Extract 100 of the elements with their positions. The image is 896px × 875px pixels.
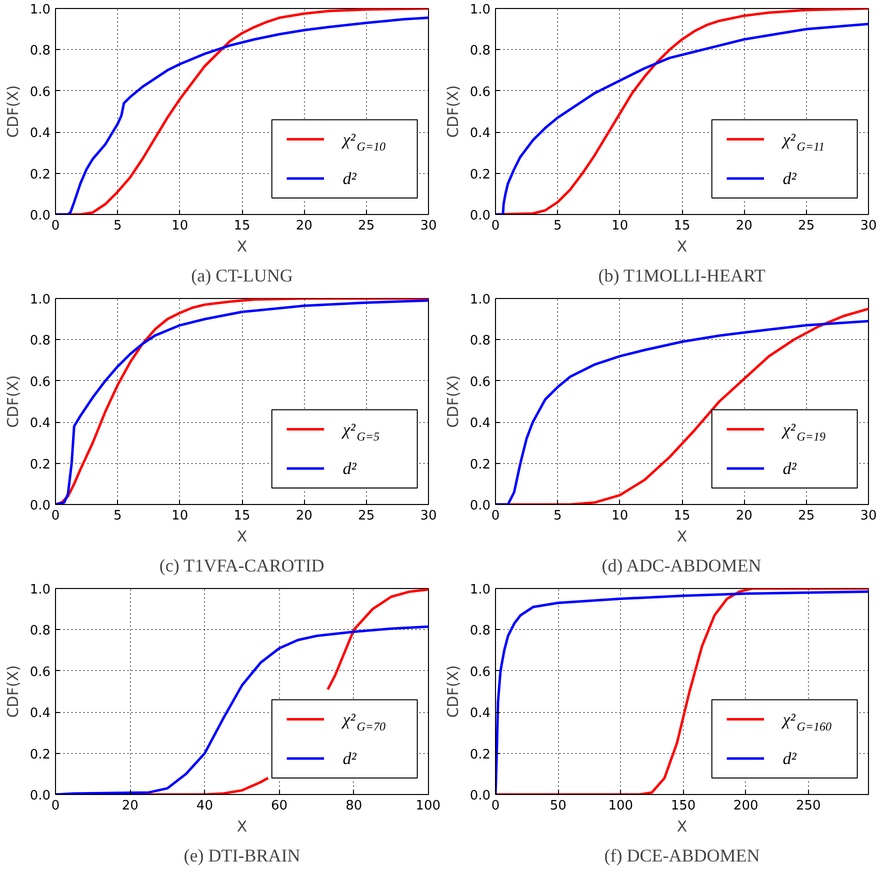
y-tick-label: 0.2 bbox=[30, 457, 51, 472]
y-tick-label: 0.0 bbox=[470, 208, 491, 224]
text: (a) CT-LUNG bbox=[191, 266, 293, 286]
x-tick-label: 5 bbox=[114, 508, 122, 524]
x-tick-label: 20 bbox=[736, 218, 752, 234]
y-tick-label: 0.4 bbox=[30, 126, 51, 142]
y-tick-label: 0.0 bbox=[470, 498, 491, 514]
y-tick-label: 0.0 bbox=[30, 498, 51, 514]
y-tick-label: 1.0 bbox=[470, 292, 491, 308]
x-tick-label: 20 bbox=[296, 218, 312, 234]
x-tick-label: 15 bbox=[674, 508, 690, 524]
x-tick-label: 250 bbox=[796, 798, 821, 814]
x-tick-label: 10 bbox=[172, 218, 188, 234]
x-axis-title: X bbox=[676, 818, 688, 836]
y-tick-label: 1.0 bbox=[470, 582, 491, 598]
y-tick-label: 1.0 bbox=[30, 2, 51, 18]
y-axis-title: CDF(X) bbox=[4, 665, 22, 718]
y-tick-label: 0.4 bbox=[30, 706, 51, 722]
x-axis-title: X bbox=[676, 528, 688, 546]
x-tick-label: 20 bbox=[296, 508, 312, 524]
y-tick-label: 0.2 bbox=[30, 167, 51, 182]
x-axis-title: X bbox=[236, 238, 248, 256]
y-axis-title: CDF(X) bbox=[4, 375, 22, 428]
y-tick-label: 0.8 bbox=[470, 44, 491, 59]
y-tick-label: 0.8 bbox=[30, 334, 51, 349]
x-tick-label: 10 bbox=[172, 508, 188, 524]
y-tick-label: 0.0 bbox=[30, 208, 51, 224]
x-tick-label: 200 bbox=[733, 798, 758, 814]
x-tick-label: 15 bbox=[234, 508, 250, 524]
x-tick-label: 25 bbox=[358, 218, 375, 234]
y-tick-label: 0.0 bbox=[470, 788, 491, 804]
x-tick-label: 10 bbox=[612, 218, 628, 234]
x-axis-title: X bbox=[676, 238, 688, 256]
x-tick-label: 30 bbox=[420, 508, 437, 524]
y-tick-label: 0.4 bbox=[470, 706, 491, 722]
x-tick-label: 5 bbox=[554, 508, 562, 524]
x-tick-label: 25 bbox=[798, 508, 815, 524]
y-tick-label: 0.6 bbox=[470, 84, 491, 100]
y-tick-label: 0.6 bbox=[30, 84, 51, 100]
x-axis-title: X bbox=[236, 528, 248, 546]
y-axis-title: CDF(X) bbox=[444, 375, 462, 428]
y-tick-label: 1.0 bbox=[30, 582, 51, 598]
x-tick-label: 60 bbox=[271, 798, 288, 814]
x-tick-label: 10 bbox=[612, 508, 628, 524]
legend-label: d² bbox=[342, 458, 358, 478]
x-tick-label: 150 bbox=[670, 798, 696, 814]
text: (b) T1MOLLI-HEART bbox=[598, 266, 766, 286]
x-tick-label: 0 bbox=[491, 508, 500, 524]
x-tick-label: 0 bbox=[491, 218, 500, 234]
x-tick-label: 20 bbox=[736, 508, 752, 524]
x-tick-label: 0 bbox=[51, 508, 60, 524]
y-tick-label: 0.6 bbox=[470, 664, 491, 680]
legend-label: d² bbox=[342, 168, 358, 188]
x-tick-label: 100 bbox=[416, 798, 441, 814]
y-tick-label: 0.0 bbox=[30, 788, 51, 804]
y-tick-label: 0.2 bbox=[470, 747, 491, 762]
y-tick-label: 0.2 bbox=[470, 457, 491, 472]
x-tick-label: 100 bbox=[608, 798, 634, 814]
x-tick-label: 15 bbox=[674, 218, 690, 234]
text: (c) T1VFA-CAROTID bbox=[159, 556, 324, 576]
x-tick-label: 40 bbox=[196, 798, 213, 814]
x-tick-label: 5 bbox=[554, 218, 562, 234]
y-tick-label: 0.2 bbox=[30, 747, 51, 762]
x-tick-label: 80 bbox=[346, 798, 362, 814]
legend-label: d² bbox=[782, 458, 798, 478]
y-tick-label: 0.4 bbox=[470, 416, 491, 432]
y-tick-label: 0.2 bbox=[470, 167, 491, 182]
text: (e) DTI-BRAIN bbox=[184, 846, 300, 866]
x-tick-label: 50 bbox=[550, 798, 566, 814]
y-tick-label: 0.6 bbox=[470, 374, 491, 390]
y-tick-label: 1.0 bbox=[30, 292, 51, 308]
x-tick-label: 30 bbox=[860, 508, 877, 524]
y-axis-title: CDF(X) bbox=[4, 85, 22, 138]
y-tick-label: 0.8 bbox=[470, 624, 491, 639]
x-tick-label: 30 bbox=[860, 218, 877, 234]
x-axis-title: X bbox=[236, 818, 248, 836]
x-tick-label: 25 bbox=[798, 218, 815, 234]
y-tick-label: 0.4 bbox=[30, 416, 51, 432]
y-tick-label: 0.6 bbox=[30, 374, 51, 390]
legend-label: d² bbox=[782, 748, 798, 768]
y-tick-label: 0.8 bbox=[30, 44, 51, 59]
y-axis-title: CDF(X) bbox=[444, 85, 462, 138]
legend-label: d² bbox=[342, 748, 358, 768]
text: (f) DCE-ABDOMEN bbox=[604, 846, 760, 866]
legend-label: d² bbox=[782, 168, 798, 188]
x-tick-label: 30 bbox=[420, 218, 437, 234]
y-tick-label: 0.8 bbox=[30, 624, 51, 639]
x-tick-label: 0 bbox=[51, 218, 60, 234]
y-tick-label: 1.0 bbox=[470, 2, 491, 18]
x-tick-label: 5 bbox=[114, 218, 122, 234]
x-tick-label: 15 bbox=[234, 218, 250, 234]
x-tick-label: 0 bbox=[491, 798, 500, 814]
text: (d) ADC-ABDOMEN bbox=[602, 556, 762, 576]
x-tick-label: 25 bbox=[358, 508, 375, 524]
y-tick-label: 0.4 bbox=[470, 126, 491, 142]
y-tick-label: 0.6 bbox=[30, 664, 51, 680]
x-tick-label: 20 bbox=[122, 798, 138, 814]
y-tick-label: 0.8 bbox=[470, 334, 491, 349]
y-axis-title: CDF(X) bbox=[444, 665, 462, 718]
x-tick-label: 0 bbox=[51, 798, 60, 814]
